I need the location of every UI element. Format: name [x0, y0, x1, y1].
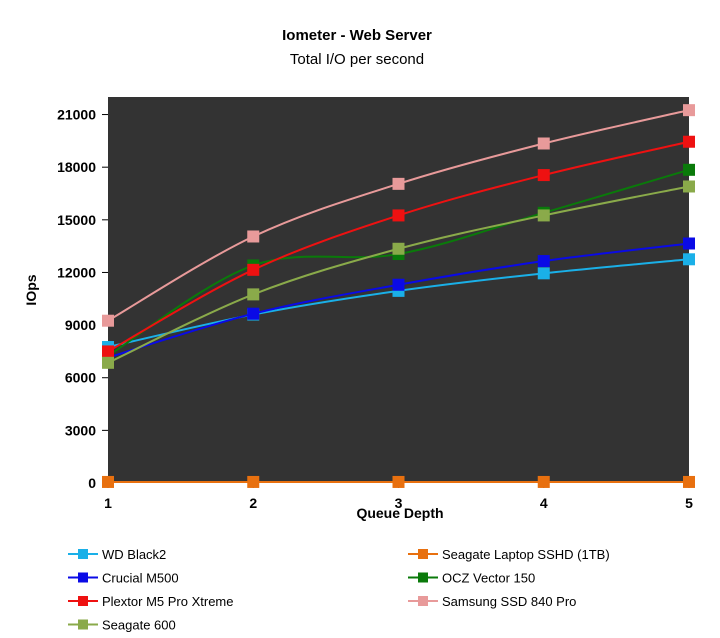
legend-item: Seagate 600 — [68, 618, 176, 633]
y-tick-label: 0 — [88, 475, 96, 491]
y-tick-label: 3000 — [65, 422, 96, 438]
x-tick-label: 4 — [540, 495, 548, 511]
data-point — [683, 237, 695, 250]
y-tick-label: 12000 — [57, 264, 96, 280]
legend-item: Samsung SSD 840 Pro — [408, 594, 576, 609]
legend-swatch-marker — [78, 549, 88, 559]
data-point — [392, 475, 405, 488]
legend-item: WD Black2 — [68, 547, 166, 562]
series-6 — [102, 104, 695, 327]
data-point — [683, 253, 695, 266]
data-point — [102, 345, 114, 358]
x-axis-label: Queue Depth — [356, 505, 443, 521]
legend-label: OCZ Vector 150 — [442, 571, 535, 586]
chart-subtitle: Total I/O per second — [290, 51, 424, 68]
data-point — [537, 137, 550, 150]
legend-swatch-marker — [418, 572, 428, 583]
data-point — [392, 278, 405, 291]
data-point — [537, 209, 550, 222]
y-tick-label: 18000 — [57, 159, 96, 175]
x-tick-label: 3 — [395, 495, 403, 511]
legend-label: Samsung SSD 840 Pro — [442, 594, 576, 609]
legend: WD Black2 Seagate Laptop SSHD (1TB) Crucia… — [68, 547, 610, 633]
legend-swatch-marker — [78, 596, 88, 606]
y-tick-label: 15000 — [57, 212, 96, 228]
series-2 — [102, 475, 695, 488]
y-tick-label: 6000 — [65, 370, 96, 386]
data-point — [247, 288, 260, 301]
data-point — [537, 475, 550, 488]
legend-label: Crucial M500 — [102, 571, 179, 586]
x-tick-label: 5 — [685, 495, 693, 511]
data-point — [683, 163, 695, 176]
data-point — [392, 209, 405, 222]
data-point — [392, 177, 405, 190]
legend-item: Plextor M5 Pro Xtreme — [68, 594, 234, 609]
x-tick-label: 1 — [104, 495, 112, 511]
data-point — [247, 307, 260, 320]
data-point — [247, 263, 260, 276]
data-point — [392, 242, 405, 255]
y-axis-ticks: 0 3000 6000 9000 12000 15000 18000 21000 — [57, 107, 108, 491]
data-point — [537, 169, 550, 182]
data-point — [537, 255, 550, 268]
chart-title: Iometer - Web Server — [282, 27, 432, 44]
y-tick-label: 21000 — [57, 107, 96, 123]
legend-swatch-marker — [78, 619, 88, 630]
data-point — [247, 230, 260, 243]
data-point — [102, 314, 114, 327]
data-point — [683, 475, 695, 488]
series-layer — [102, 104, 695, 488]
legend-item: Seagate Laptop SSHD (1TB) — [408, 547, 610, 562]
legend-swatch-marker — [418, 596, 428, 606]
y-tick-label: 9000 — [65, 317, 96, 333]
legend-label: Seagate Laptop SSHD (1TB) — [442, 547, 610, 562]
data-point — [537, 267, 550, 280]
series-5 — [102, 135, 695, 358]
data-point — [683, 135, 695, 148]
legend-label: WD Black2 — [102, 547, 166, 562]
legend-item: Crucial M500 — [68, 571, 179, 586]
series-7 — [102, 180, 695, 369]
x-tick-label: 2 — [249, 495, 257, 511]
data-point — [683, 104, 695, 117]
legend-swatch-marker — [78, 572, 88, 583]
data-point — [102, 475, 114, 488]
data-point — [102, 356, 114, 369]
legend-label: Seagate 600 — [102, 618, 176, 633]
legend-swatch-marker — [418, 549, 428, 559]
legend-label: Plextor M5 Pro Xtreme — [102, 594, 234, 609]
y-axis-label: IOps — [23, 274, 39, 305]
data-point — [683, 180, 695, 193]
data-point — [247, 475, 260, 488]
legend-item: OCZ Vector 150 — [408, 571, 535, 586]
